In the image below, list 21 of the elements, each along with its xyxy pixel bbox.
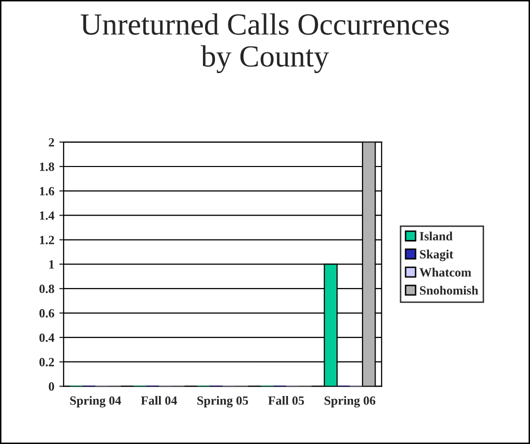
y-tick-label: 0.2: [39, 358, 54, 366]
chart-title: Unreturned Calls Occurrences by County: [80, 13, 449, 74]
y-tick-label: 0.4: [39, 333, 54, 342]
x-tick-label: Spring 05: [197, 396, 248, 408]
y-tick-label: 1.8: [40, 162, 54, 172]
legend-label: Snohomish: [420, 286, 478, 295]
x-tick-label: Spring 06: [324, 396, 376, 408]
x-tick-label: Fall 05: [268, 396, 304, 405]
legend-label: Skagit: [420, 250, 454, 262]
legend-label: Island: [420, 232, 453, 240]
y-tick-label: 0.6: [39, 309, 54, 318]
y-tick-label: 1.2: [40, 236, 54, 244]
y-tick-label: 1: [49, 260, 54, 269]
y-tick-label: 0.8: [39, 284, 54, 294]
legend-label: Whatcom: [420, 268, 472, 277]
y-tick-label: 0: [48, 382, 54, 391]
y-tick-label: 2: [48, 138, 54, 146]
y-tick-label: 1.4: [40, 211, 54, 220]
x-tick-label: Spring 04: [70, 396, 122, 408]
x-tick-label: Fall 04: [140, 396, 177, 405]
y-tick-label: 1.6: [40, 186, 54, 196]
